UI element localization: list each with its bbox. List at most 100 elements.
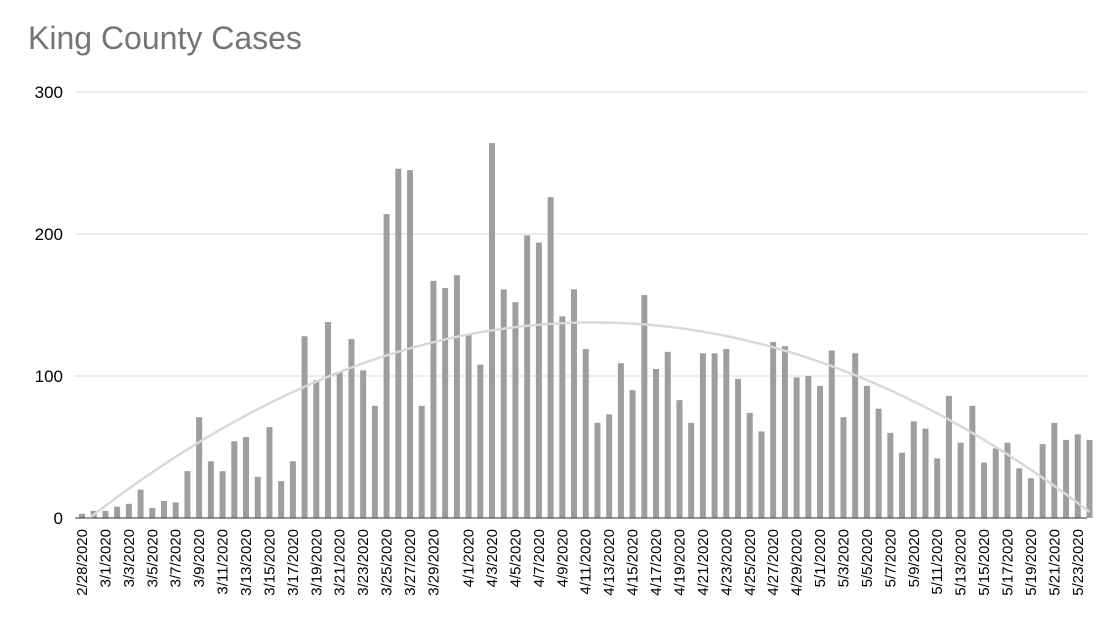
bar [1074, 434, 1081, 518]
bar [79, 513, 85, 518]
bar [641, 295, 648, 518]
bar [1027, 478, 1034, 518]
bar [371, 405, 378, 518]
bar [196, 417, 203, 518]
x-tick-label: 4/17/2020 [648, 529, 665, 596]
bar [254, 476, 261, 518]
bar [945, 395, 952, 518]
bar [348, 339, 355, 518]
bar [301, 336, 308, 518]
y-tick-label: 0 [54, 509, 63, 528]
x-tick-label: 3/21/2020 [332, 529, 349, 596]
bar [102, 510, 109, 518]
x-tick-label: 4/15/2020 [625, 529, 642, 596]
bar [781, 346, 788, 518]
x-tick-label: 4/23/2020 [718, 529, 735, 596]
x-tick-label: 4/3/2020 [484, 529, 501, 587]
bar [840, 417, 847, 518]
bar [243, 437, 250, 518]
bar [512, 302, 519, 518]
bar [817, 385, 824, 518]
bar [184, 471, 191, 518]
x-tick-label: 4/29/2020 [789, 529, 806, 596]
x-tick-label: 3/15/2020 [261, 529, 278, 596]
bar [582, 349, 589, 518]
bar [899, 452, 906, 518]
bar [676, 400, 683, 518]
bar [1086, 439, 1093, 518]
x-tick-label: 3/9/2020 [191, 529, 208, 587]
bar [770, 341, 777, 518]
x-tick-label: 4/9/2020 [554, 529, 571, 587]
x-tick-label: 5/21/2020 [1046, 529, 1063, 596]
x-tick-label: 4/27/2020 [765, 529, 782, 596]
bar [559, 316, 566, 518]
bar [149, 508, 156, 518]
bar [278, 481, 285, 518]
bar [383, 214, 390, 518]
bar [1004, 442, 1011, 518]
bar [477, 364, 484, 518]
x-tick-label: 5/23/2020 [1070, 529, 1087, 596]
bar [465, 334, 472, 518]
x-tick-label: 4/19/2020 [672, 529, 689, 596]
bar [1039, 444, 1046, 518]
bar [313, 380, 320, 518]
bar [758, 431, 765, 518]
bar [735, 378, 742, 518]
x-tick-label: 3/27/2020 [402, 529, 419, 596]
bar [723, 349, 730, 518]
x-tick-label: 4/21/2020 [695, 529, 712, 596]
trendline [90, 321, 1091, 518]
bar [453, 275, 460, 518]
bar [957, 442, 964, 518]
x-tick-label: 5/11/2020 [929, 529, 946, 595]
bar [653, 368, 660, 518]
x-tick-label: 3/17/2020 [285, 529, 302, 596]
x-tick-label: 5/3/2020 [836, 529, 853, 587]
x-tick-label: 3/1/2020 [97, 529, 114, 587]
chart-title: King County Cases [28, 20, 302, 56]
bar [219, 471, 226, 518]
bar [664, 351, 671, 518]
x-tick-label: 5/7/2020 [882, 529, 899, 587]
bar [207, 461, 214, 518]
bar [699, 353, 706, 518]
x-tick-label: 5/1/2020 [812, 529, 829, 587]
bar [289, 461, 296, 518]
bar [1063, 439, 1070, 518]
bar [231, 441, 238, 518]
bar [981, 462, 988, 518]
x-tick-label: 5/15/2020 [976, 529, 993, 596]
x-tick-label: 3/3/2020 [121, 529, 138, 587]
x-tick-label: 2/28/2020 [74, 529, 91, 596]
bar [172, 502, 179, 518]
bar [629, 390, 636, 518]
bar [114, 506, 121, 518]
x-tick-label: 3/19/2020 [308, 529, 325, 596]
bar [1051, 422, 1058, 518]
bar [547, 197, 554, 518]
x-tick-label: 4/13/2020 [601, 529, 618, 596]
bar [407, 170, 414, 518]
bar [875, 408, 882, 518]
x-tick-label: 3/11/2020 [215, 529, 232, 595]
bar [863, 385, 870, 518]
bar [887, 432, 894, 518]
bar [617, 363, 624, 518]
x-tick-label: 4/1/2020 [461, 529, 478, 587]
bar [500, 289, 507, 518]
x-tick-label: 4/5/2020 [508, 529, 525, 587]
x-tick-label: 3/7/2020 [168, 529, 185, 587]
bar [360, 370, 367, 518]
bar [442, 287, 449, 518]
y-tick-label: 300 [35, 83, 63, 102]
bar [805, 376, 812, 518]
y-tick-label: 200 [35, 225, 63, 244]
x-tick-label: 5/9/2020 [906, 529, 923, 587]
bar [688, 422, 695, 518]
bar [934, 458, 941, 518]
x-tick-label: 4/7/2020 [531, 529, 548, 587]
x-tick-label: 5/17/2020 [1000, 529, 1017, 596]
